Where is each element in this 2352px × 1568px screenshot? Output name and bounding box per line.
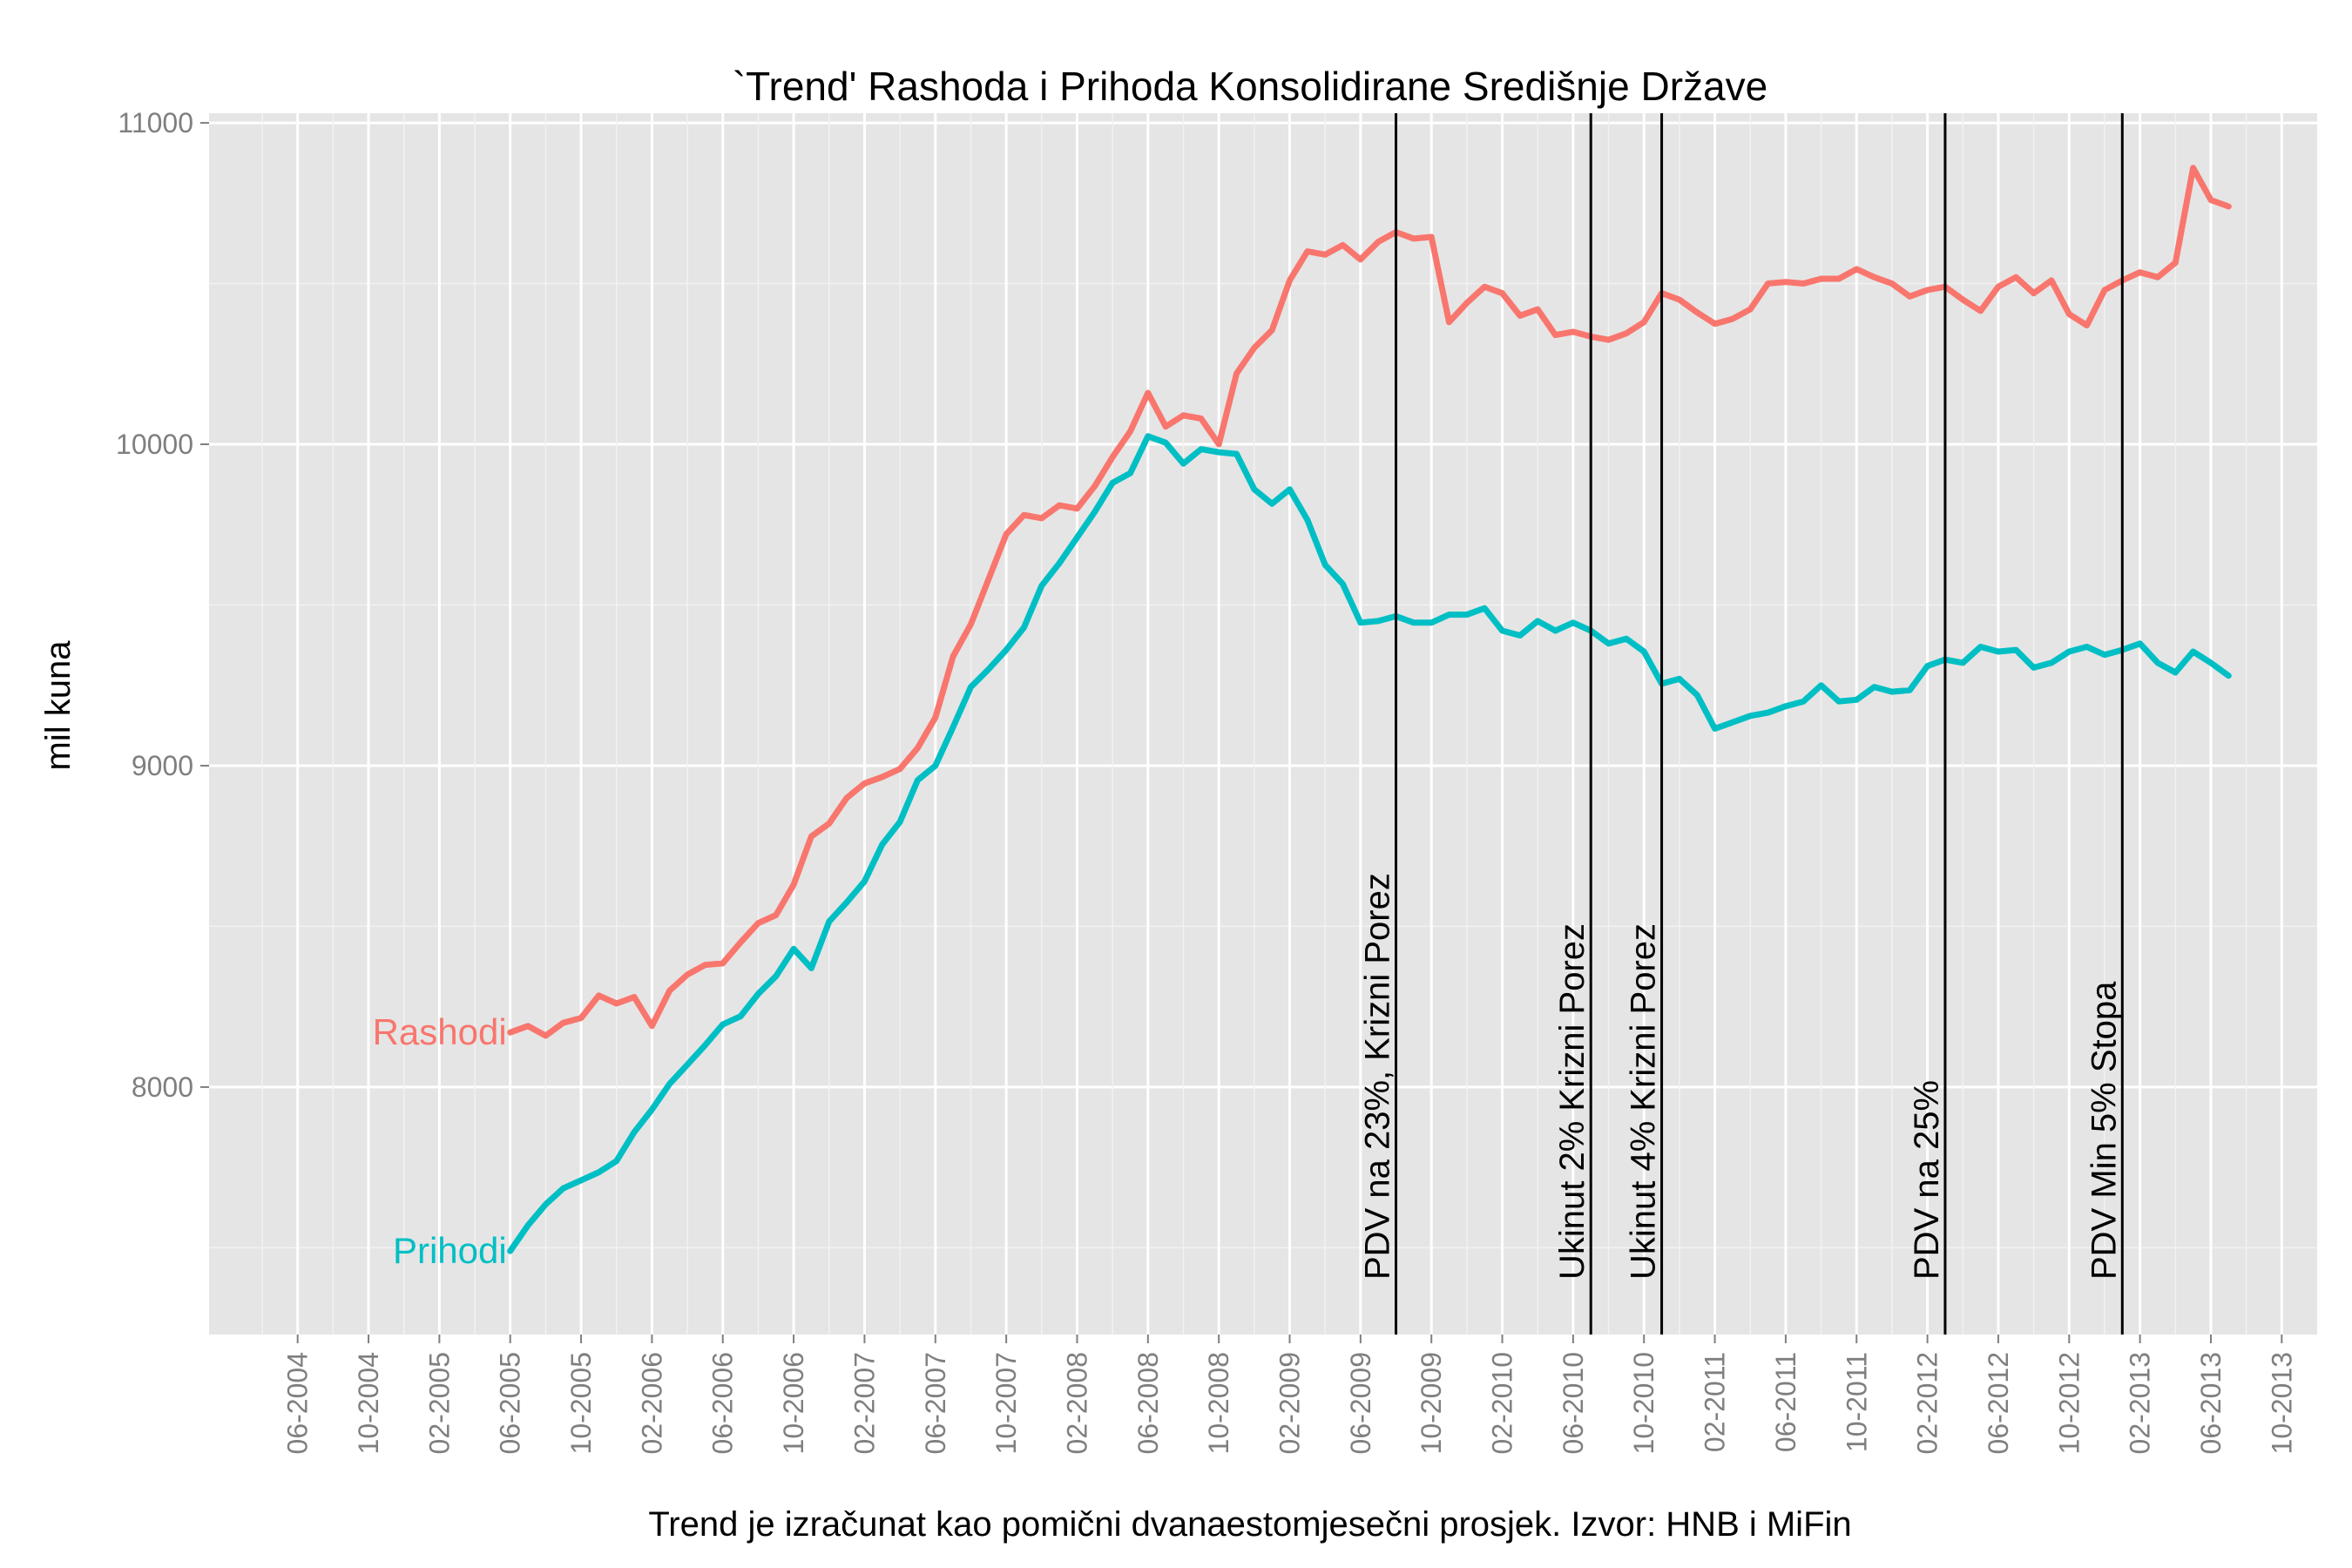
- series-lines: [507, 165, 2232, 1254]
- x-tick-label: 02-2005: [423, 1352, 455, 1454]
- x-tick-label: 06-2010: [1558, 1352, 1589, 1454]
- x-tick-label: 10-2013: [2266, 1352, 2297, 1454]
- x-tick-label: 02-2008: [1061, 1352, 1092, 1454]
- x-tick-label: 02-2011: [1700, 1352, 1731, 1452]
- series-labels: Rashodi Prihodi: [373, 1011, 507, 1271]
- x-tick-label: 10-2006: [778, 1352, 809, 1454]
- x-tick-label: 06-2011: [1770, 1352, 1801, 1452]
- y-axis: 8000 9000 10000 11000: [116, 107, 209, 1103]
- y-tick-label: 10000: [116, 429, 193, 460]
- x-axis-title: Trend je izračunat kao pomični dvanaesto…: [648, 1505, 1851, 1544]
- x-tick-label: 02-2006: [636, 1352, 667, 1454]
- x-tick-label: 06-2007: [920, 1352, 951, 1454]
- series-label-rashodi: Rashodi: [373, 1011, 507, 1052]
- x-tick-label: 06-2006: [707, 1352, 739, 1454]
- y-tick-label: 9000: [132, 750, 193, 781]
- annotation-label: PDV na 23%, Krizni Porez: [1359, 873, 1397, 1280]
- y-tick-label: 8000: [132, 1071, 193, 1103]
- annotation-label: PDV na 25%: [1908, 1080, 1946, 1280]
- x-tick-label: 06-2005: [495, 1352, 526, 1454]
- x-tick-label: 02-2009: [1274, 1352, 1306, 1454]
- x-tick-label: 10-2009: [1416, 1352, 1447, 1454]
- x-tick-label: 10-2005: [565, 1352, 597, 1454]
- x-tick-label: 06-2008: [1132, 1352, 1164, 1454]
- x-tick-label: 10-2011: [1841, 1352, 1872, 1452]
- x-tick-label: 10-2012: [2053, 1352, 2085, 1454]
- annotation-label: PDV Min 5% Stopa: [2085, 981, 2123, 1280]
- x-tick-label: 06-2009: [1345, 1352, 1376, 1454]
- y-tick-label: 11000: [118, 107, 193, 139]
- annotations: PDV na 23%, Krizni Porez Ukinut 2% Krizni…: [1359, 113, 2124, 1335]
- annotation-label: Ukinut 4% Krizni Porez: [1625, 923, 1663, 1280]
- x-tick-label: 10-2004: [353, 1352, 384, 1454]
- series-line-prihodi: [507, 433, 2232, 1254]
- x-tick-label: 10-2008: [1203, 1352, 1234, 1454]
- x-tick-label: 02-2007: [848, 1352, 880, 1454]
- x-tick-label: 06-2013: [2195, 1352, 2227, 1454]
- x-tick-label: 10-2010: [1628, 1352, 1659, 1454]
- x-tick-label: 10-2007: [990, 1352, 1022, 1454]
- plot-panel: [209, 113, 2317, 1335]
- annotation-label: Ukinut 2% Krizni Porez: [1553, 923, 1592, 1280]
- x-axis: 06-2004 10-2004 02-2005 06-2005 10-2005 02-20…: [282, 1335, 2297, 1454]
- y-axis-title: mil kuna: [39, 640, 78, 771]
- series-label-prihodi: Prihodi: [393, 1230, 507, 1271]
- x-tick-label: 02-2010: [1487, 1352, 1518, 1454]
- x-tick-label: 02-2013: [2125, 1352, 2156, 1454]
- series-line-rashodi: [507, 165, 2232, 1039]
- grid: [209, 113, 2317, 1335]
- x-tick-label: 02-2012: [1912, 1352, 1943, 1454]
- x-tick-label: 06-2012: [1983, 1352, 2014, 1454]
- chart-title: `Trend' Rashoda i Prihoda Konsolidirane …: [733, 64, 1767, 109]
- x-tick-label: 06-2004: [282, 1352, 314, 1454]
